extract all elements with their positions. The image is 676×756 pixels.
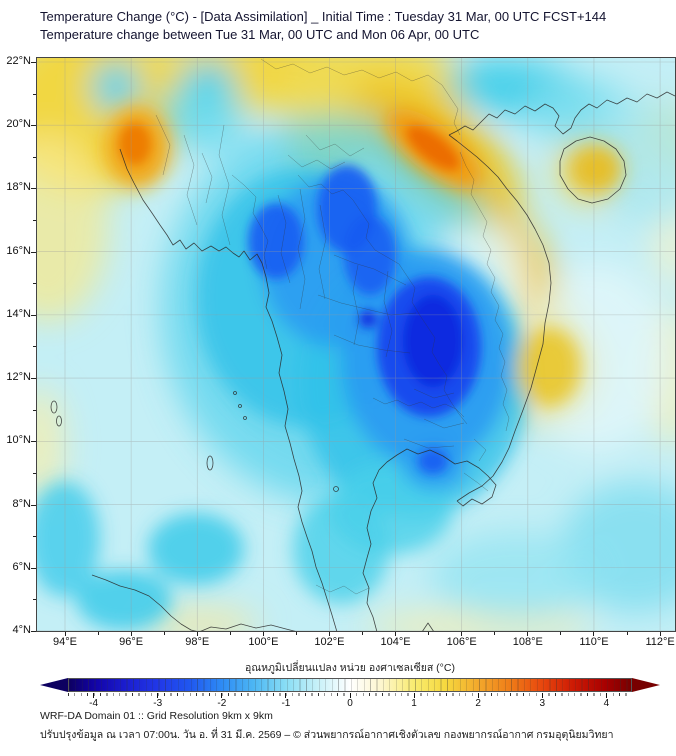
colorbar-major-tick — [477, 693, 479, 698]
coastlines — [50, 91, 676, 632]
y-axis-tick — [31, 314, 36, 316]
y-axis-tick — [31, 441, 36, 443]
x-axis-tick — [659, 632, 661, 636]
x-axis-label: 98°E — [185, 636, 210, 648]
x-axis-tick — [395, 632, 397, 636]
colorbar-major-tick — [605, 693, 607, 698]
x-axis-tick — [527, 632, 529, 636]
x-axis-minor-tick — [362, 632, 364, 635]
y-axis-minor-tick — [33, 409, 36, 411]
x-axis-label: 94°E — [53, 636, 77, 648]
x-axis-minor-tick — [428, 632, 430, 635]
x-axis-label: 102°E — [314, 636, 345, 648]
colorbar-major-tick — [93, 693, 95, 698]
colorbar-tick-label: -3 — [153, 698, 163, 709]
colorbar-tick-label: -1 — [281, 698, 291, 709]
x-axis-label: 112°E — [645, 636, 675, 648]
title-line-2: Temperature change between Tue 31 Mar, 0… — [40, 27, 480, 42]
colorbar-major-tick — [285, 693, 287, 698]
x-axis-tick — [328, 632, 330, 636]
x-axis-minor-tick — [163, 632, 165, 635]
x-axis-minor-tick — [295, 632, 297, 635]
x-axis-minor-tick — [229, 632, 231, 635]
y-axis-minor-tick — [33, 93, 36, 95]
chart-title: Temperature Change (°C) - [Data Assimila… — [40, 8, 606, 44]
y-axis-minor-tick — [33, 156, 36, 158]
colorbar-tick-label: 3 — [539, 698, 546, 709]
y-axis-label: 22°N — [6, 55, 31, 67]
y-axis-label: 10°N — [6, 434, 31, 447]
colorbar-cell-separators — [69, 679, 631, 691]
x-axis-minor-tick — [560, 632, 562, 635]
colorbar-major-tick — [413, 693, 415, 698]
y-axis-tick — [31, 251, 36, 253]
x-axis-tick — [593, 632, 595, 636]
x-axis-label: 106°E — [446, 636, 477, 648]
y-axis-label: 14°N — [6, 307, 31, 320]
colorbar-tick-label: -4 — [89, 698, 99, 709]
y-axis-tick — [31, 125, 36, 127]
x-axis-label: 104°E — [380, 636, 411, 648]
colorbar-tick-label: -2 — [217, 698, 227, 709]
y-axis-minor-tick — [33, 220, 36, 222]
colorbar-major-tick — [157, 693, 159, 698]
colorbar — [40, 678, 660, 692]
y-axis-minor-tick — [33, 536, 36, 538]
footer-domain-info: WRF-DA Domain 01 :: Grid Resolution 9km … — [40, 710, 273, 722]
x-axis-tick — [130, 632, 132, 636]
y-axis-minor-tick — [33, 472, 36, 474]
y-axis-label: 20°N — [6, 118, 31, 131]
y-axis-tick — [31, 630, 36, 632]
y-axis-label: 16°N — [6, 244, 31, 257]
footer-update-info: ปรับปรุงข้อมูล ณ เวลา 07:00น. วัน อ. ที่… — [40, 729, 614, 741]
province-borders — [155, 58, 510, 595]
x-axis-tick — [461, 632, 463, 636]
y-axis-tick — [31, 567, 36, 569]
x-axis-tick — [196, 632, 198, 636]
y-axis-tick — [31, 188, 36, 190]
colorbar-gradient — [68, 678, 632, 692]
colorbar-left-arrow — [40, 678, 68, 692]
y-axis-tick — [31, 378, 36, 380]
colorbar-label: อุณหภูมิเปลี่ยนแปลง หน่วย องศาเซลเซียส (… — [245, 662, 455, 674]
y-axis-minor-tick — [33, 599, 36, 601]
y-axis-tick — [31, 62, 36, 63]
x-axis-label: 100°E — [248, 636, 279, 648]
colorbar-tick-label: 1 — [411, 698, 417, 709]
temperature-field — [36, 57, 676, 632]
temperature-map-svg — [36, 57, 676, 632]
colorbar-major-tick — [349, 693, 351, 698]
x-axis-label: 110°E — [579, 636, 609, 648]
y-axis-label: 12°N — [6, 371, 31, 384]
colorbar-tick-label: 0 — [347, 698, 353, 709]
colorbar-major-tick — [541, 693, 543, 698]
grid-lines — [36, 57, 676, 632]
colorbar-tick-label: 2 — [475, 698, 481, 709]
y-axis-tick — [31, 504, 36, 506]
x-axis-minor-tick — [494, 632, 496, 635]
title-line-1: Temperature Change (°C) - [Data Assimila… — [40, 9, 607, 24]
colorbar-right-arrow — [632, 678, 660, 692]
x-axis-label: 108°E — [512, 636, 543, 648]
colorbar-tick-label: 4 — [603, 698, 610, 709]
x-axis-tick — [262, 632, 264, 636]
map-plot-area — [36, 57, 676, 632]
y-axis-label: 8°N — [12, 497, 31, 510]
x-axis-label: 96°E — [119, 636, 144, 648]
x-axis-tick — [64, 632, 66, 636]
x-axis-minor-tick — [97, 632, 99, 635]
x-axis-minor-tick — [626, 632, 628, 635]
colorbar-major-tick — [221, 693, 223, 698]
y-axis-label: 6°N — [12, 560, 31, 573]
y-axis-label: 4°N — [12, 623, 31, 636]
y-axis-minor-tick — [33, 346, 36, 348]
y-axis-minor-tick — [33, 283, 36, 285]
y-axis-label: 18°N — [6, 181, 31, 194]
